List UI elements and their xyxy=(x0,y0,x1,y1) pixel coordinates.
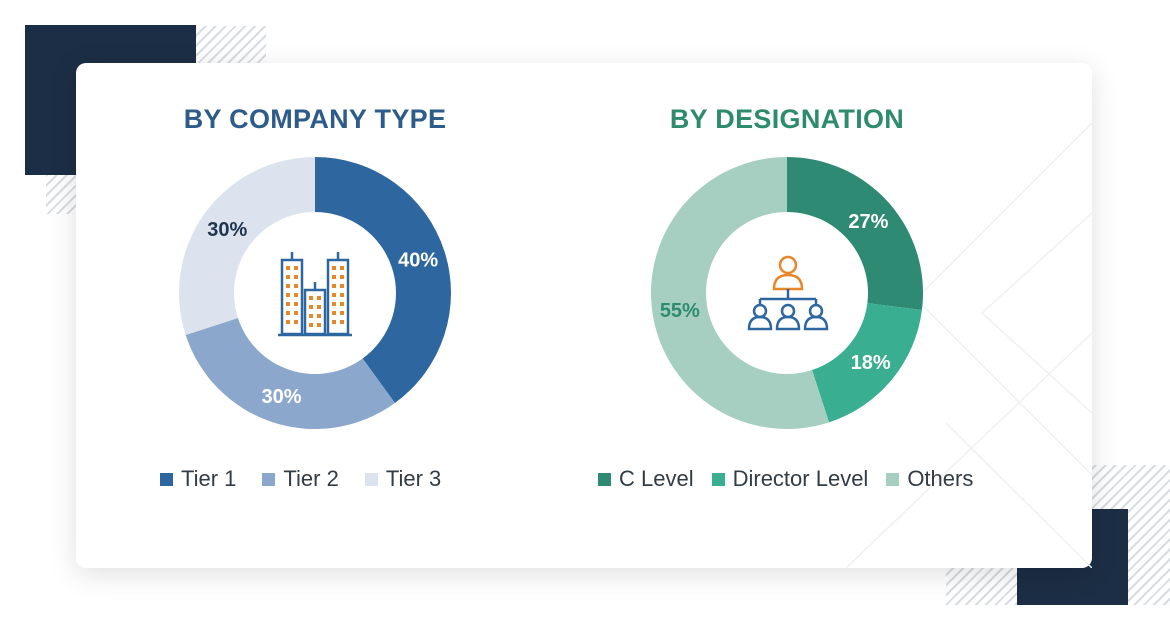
donut-slice-tier-3 xyxy=(178,157,315,336)
legend-swatch xyxy=(886,472,900,486)
data-label-director-level: 18% xyxy=(851,352,891,374)
donut-slice-tier-2 xyxy=(185,318,395,429)
donut-slice-director-level xyxy=(812,303,922,423)
designation-title: BY DESIGNATION xyxy=(669,104,905,134)
legend-item-tier-3: Tier 3 xyxy=(364,466,442,492)
designation-donut: 27% 18% 55% xyxy=(650,157,923,429)
legend-label: Tier 2 xyxy=(283,466,339,491)
legend-swatch xyxy=(364,472,378,486)
legend-swatch xyxy=(160,472,173,486)
legend-swatch xyxy=(598,472,611,486)
office-buildings-icon xyxy=(278,252,352,337)
legend-label: C Level xyxy=(619,466,694,491)
data-label-tier-2: 30% xyxy=(261,386,301,408)
legend-item-others: Others xyxy=(886,466,973,492)
decorative-diagonal-lines xyxy=(845,122,1092,568)
legend-label: Tier 1 xyxy=(181,466,237,491)
legend-item-tier-1: Tier 1 xyxy=(160,466,236,492)
company-type-donut: 40% 30% 30% xyxy=(178,157,451,429)
data-label-tier-3: 30% xyxy=(207,219,247,241)
legend-item-director-level: Director Level xyxy=(711,466,869,492)
designation-legend: C Level Director Level Others xyxy=(598,466,973,492)
org-hierarchy-icon xyxy=(747,255,829,331)
donut-slice-others xyxy=(650,157,830,429)
legend-label: Director Level xyxy=(732,466,869,491)
legend-item-c-level: C Level xyxy=(598,466,694,492)
data-label-tier-1: 40% xyxy=(398,249,438,271)
charts-card xyxy=(76,63,1092,568)
donut-slice-c-level xyxy=(787,157,923,311)
legend-swatch xyxy=(262,472,276,486)
legend-label: Others xyxy=(907,466,974,491)
legend-label: Tier 3 xyxy=(385,466,442,491)
company-type-title: BY COMPANY TYPE xyxy=(183,104,447,134)
data-label-c-level: 27% xyxy=(848,211,888,233)
donut-slice-tier-1 xyxy=(315,157,451,404)
legend-item-tier-2: Tier 2 xyxy=(262,466,339,492)
data-label-others: 55% xyxy=(660,300,700,322)
legend-swatch xyxy=(711,472,725,486)
company-type-legend: Tier 1 Tier 2 Tier 3 xyxy=(160,466,441,492)
